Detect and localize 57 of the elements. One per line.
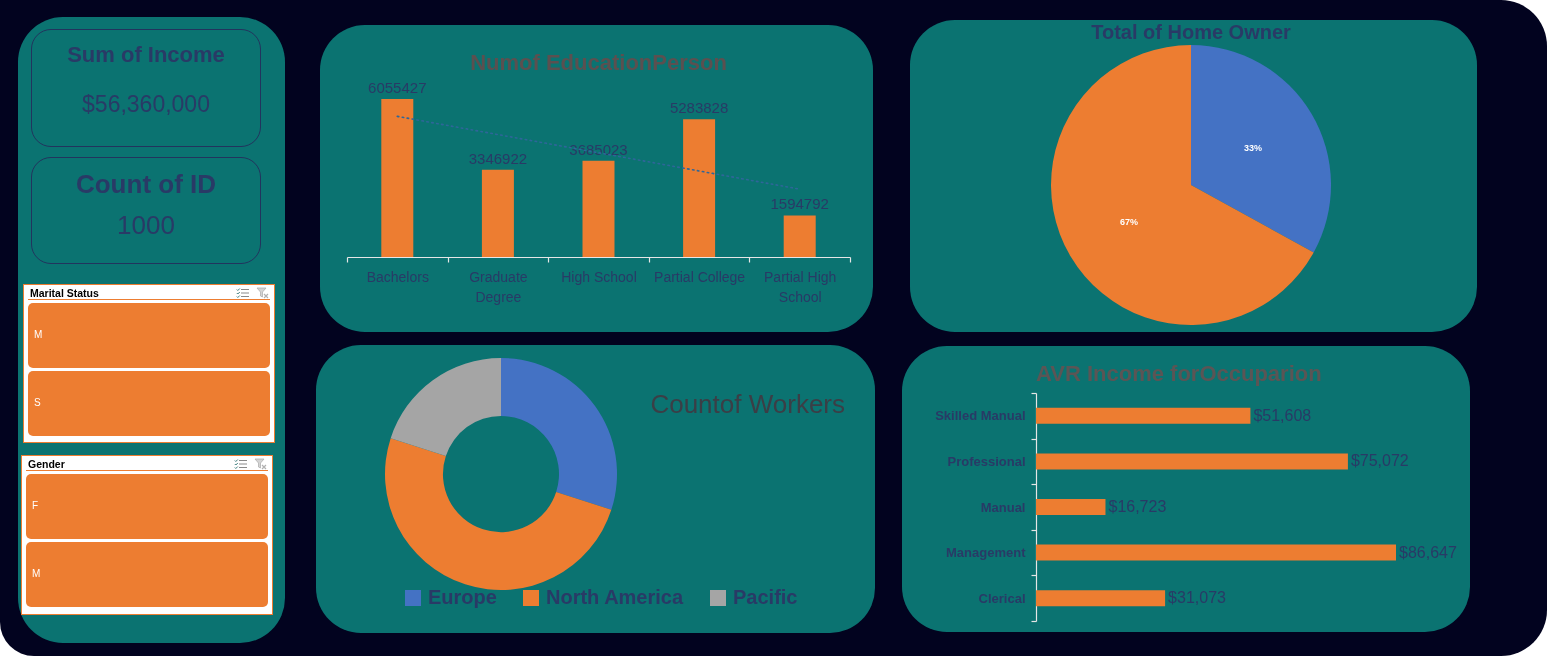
text: $56,360,000 [81,91,211,119]
data-label: $75,072 [1350,452,1409,470]
legend-label: North America [546,586,684,608]
data-label: 6055427 [368,79,427,96]
bar [481,169,514,257]
bar [1036,407,1251,424]
data-label: 3346922 [468,149,528,167]
y-tick-label: Skilled Manual [935,408,1026,424]
pie-slice [1191,45,1331,253]
data-label: $31,073 [1168,589,1227,607]
x-tick-label: Partial High School [764,268,837,305]
legend-label: Europe [428,586,497,608]
data-label: 67% [1120,216,1139,227]
donut-slice [390,358,501,457]
bar [381,99,414,257]
text: Count of ID [74,169,218,201]
x-tick-label: High School [561,268,637,285]
donut-slice [385,438,612,590]
y-tick-label: Manual [980,499,1026,515]
category-label: S [34,397,41,409]
y-tick-label: Professional [947,453,1026,469]
text: Sum of Income [66,42,226,69]
data-label: $86,647 [1399,543,1457,561]
text: Gender [28,458,65,470]
y-tick-label: Management [946,545,1027,561]
data-label: $51,608 [1253,406,1312,424]
category-label: M [32,568,41,580]
filter-button: M [28,303,270,368]
x-tick-label: Partial College [654,268,746,285]
text: 1000 [116,210,176,242]
bar [1036,544,1396,561]
bar [582,160,615,257]
text: Marital Status [30,287,99,299]
bar [1036,453,1348,470]
x-tick-label: Graduate Degree [469,268,528,305]
donut-slice [501,358,617,510]
chart-title: AVR Income forOccuparion [1036,361,1322,386]
pie-slice [1051,45,1314,325]
data-label: 1594792 [770,195,829,213]
x-tick-label: Bachelors [366,268,429,285]
chart-title: Numof EducationPerson [470,50,727,75]
data-label: $16,723 [1108,498,1167,515]
data-label: 33% [1243,143,1262,154]
y-tick-label: Clerical [978,590,1026,606]
bar [683,119,716,257]
category-label: F [32,500,39,512]
data-label: 5283828 [669,99,729,117]
category-label: M [34,329,43,341]
bar [783,215,816,257]
bar [1036,499,1106,515]
data-label: 3685023 [569,140,628,158]
filter-button: M [26,542,268,607]
bar [1036,590,1166,607]
filter-button: S [28,371,270,436]
filter-button: F [26,474,268,539]
legend-label: Pacific [733,586,798,608]
chart-title: Total of Home Owner [1091,21,1292,43]
